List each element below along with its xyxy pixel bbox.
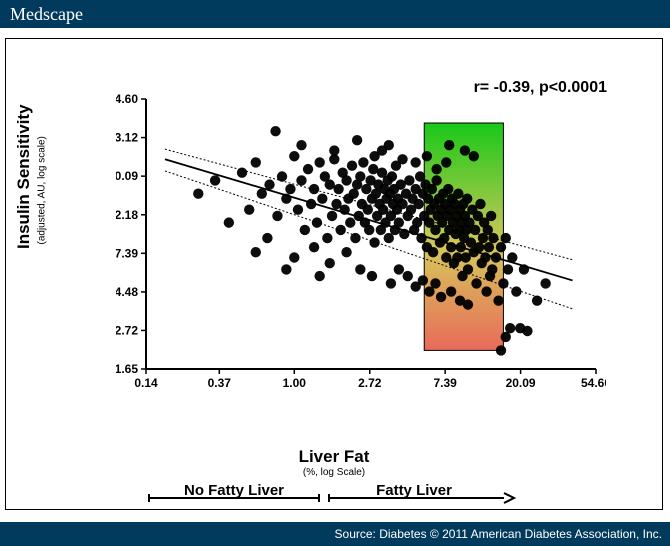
svg-text:7.39: 7.39 (433, 376, 457, 390)
svg-text:1.65: 1.65 (116, 362, 138, 376)
svg-text:1.00: 1.00 (283, 376, 307, 390)
x-axis-title: Liver Fat (6, 447, 662, 467)
region-legend: No Fatty Liver Fatty Liver (6, 483, 662, 505)
svg-text:0.37: 0.37 (208, 376, 232, 390)
svg-text:2.72: 2.72 (116, 323, 138, 337)
svg-text:54.60: 54.60 (116, 92, 138, 106)
y-axis-subtitle: (adjusted, AU, log scale) (37, 136, 48, 244)
y-axis-title: Insulin Sensitivity (14, 104, 34, 249)
legend-right: Fatty Liver (376, 483, 452, 499)
svg-text:12.18: 12.18 (116, 208, 138, 222)
header-brand: Medscape (0, 0, 670, 28)
svg-text:4.48: 4.48 (116, 285, 138, 299)
x-axis-subtitle: (%, log Scale) (6, 467, 662, 478)
scatter-plot: 1.65 2.72 4.48 7.39 12.18 20.09 33.12 54.60 0.14… (116, 89, 606, 399)
svg-text:7.39: 7.39 (116, 246, 138, 260)
chart-container: r= -0.39, p<0.0001 Insulin Sensitivity (… (5, 38, 663, 510)
svg-text:2.72: 2.72 (358, 376, 382, 390)
svg-text:0.14: 0.14 (134, 376, 158, 390)
source-footer: Source: Diabetes © 2011 American Diabete… (0, 522, 670, 546)
legend-left: No Fatty Liver (184, 483, 284, 499)
svg-text:54.60: 54.60 (581, 376, 606, 390)
svg-text:33.12: 33.12 (116, 131, 138, 145)
svg-text:20.09: 20.09 (116, 169, 138, 183)
svg-text:20.09: 20.09 (506, 376, 536, 390)
